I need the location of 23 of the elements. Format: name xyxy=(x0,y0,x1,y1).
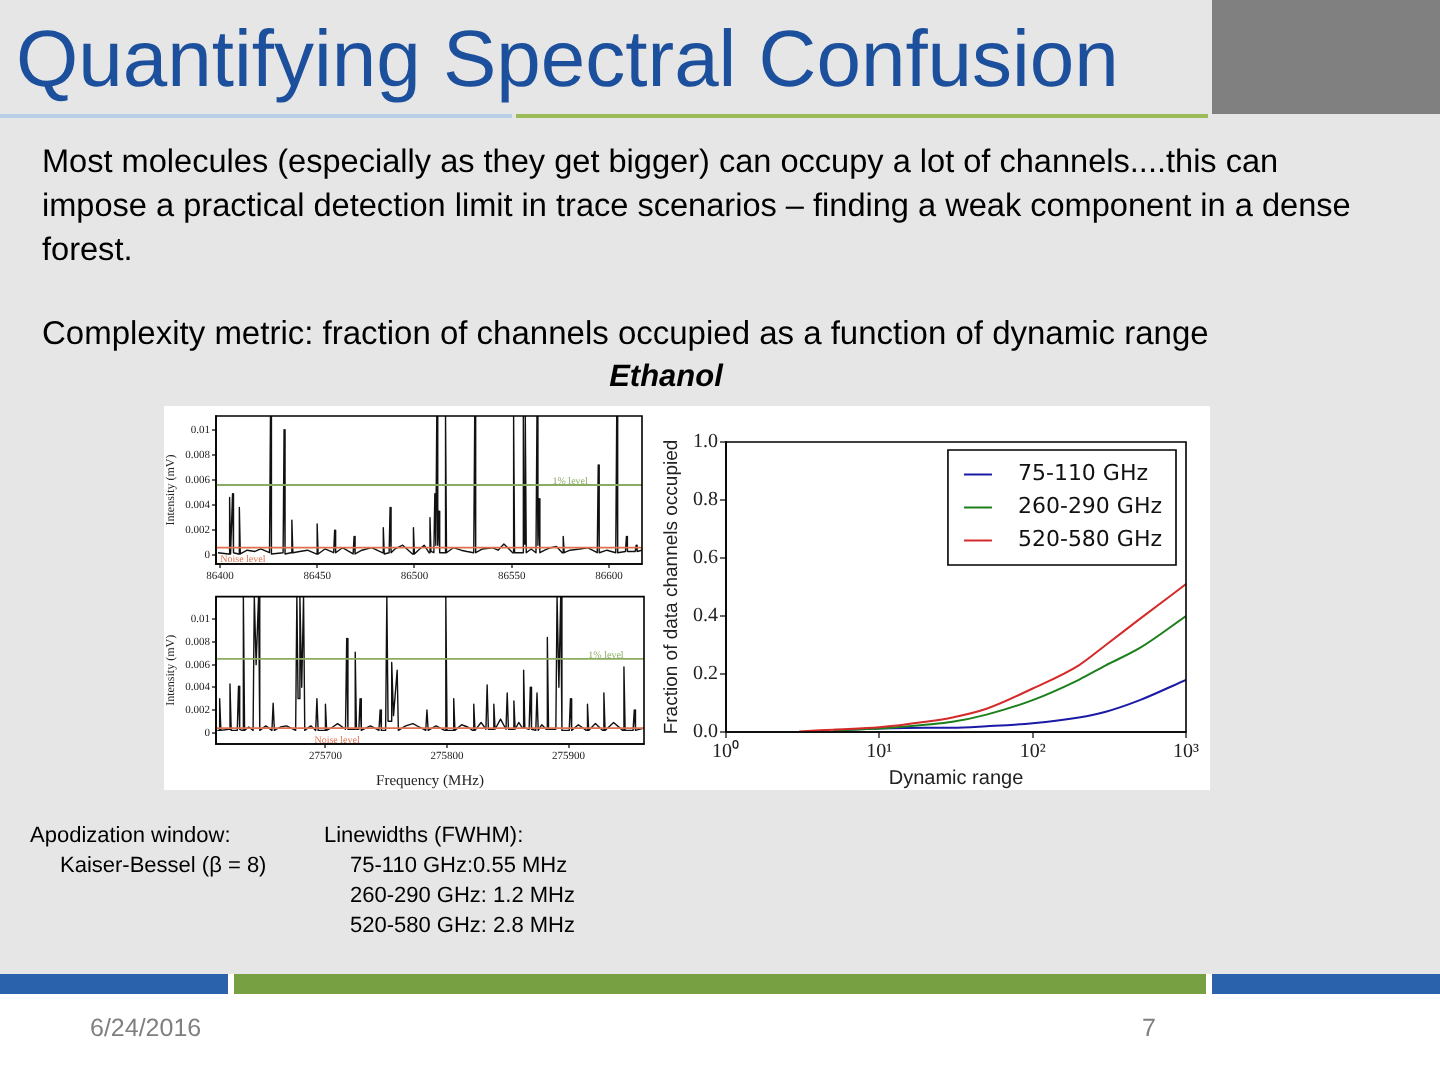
chart-title: Quantifying Spectral Confusion xyxy=(16,16,1119,104)
x-tick-label: 10² xyxy=(1019,741,1046,764)
y-tick-label: 0.4 xyxy=(693,605,718,628)
text: Complexity metric: fraction of channels occupied as a function of dynamic range xyxy=(42,316,1209,354)
y-tick-label: 1.0 xyxy=(693,431,718,454)
x-tick-label: 10¹ xyxy=(866,741,893,764)
x-axis-title: Dynamic range xyxy=(888,767,1025,790)
x-tick-label: 10³ xyxy=(1173,741,1199,764)
y-tick-label: 0.0 xyxy=(693,721,718,744)
text: 6/24/2016 xyxy=(90,1014,202,1042)
text: Linewidths (FWHM): 75-110 GHz:0.55 MHz 260-290 GHz: 1.2 MHz 520-580 GHz: 2.8 MHz xyxy=(324,822,575,942)
legend-label: 520-580 GHz xyxy=(1017,526,1163,553)
y-tick-label: 0.2 xyxy=(693,663,718,686)
y-tick-label: 0.8 xyxy=(693,489,718,512)
legend-label: 75-110 GHz xyxy=(1017,460,1149,487)
y-tick-label: 0.6 xyxy=(693,547,718,570)
legend-label: 260-290 GHz xyxy=(1017,493,1163,520)
text: 7 xyxy=(1142,1014,1156,1042)
chart-subtitle: Most molecules (especially as they get bigger) can occupy a lot of channels....this can impose a practical detection limit in trace scenarios – finding a weak component in a dense forest. xyxy=(42,142,1353,272)
y-axis-title: Fraction of data channels occupied xyxy=(660,439,683,735)
text: Apodization window: Kaiser-Bessel (β = 8) xyxy=(30,822,267,882)
text: Ethanol xyxy=(607,360,726,396)
x-tick-label: 10⁰ xyxy=(712,739,740,764)
